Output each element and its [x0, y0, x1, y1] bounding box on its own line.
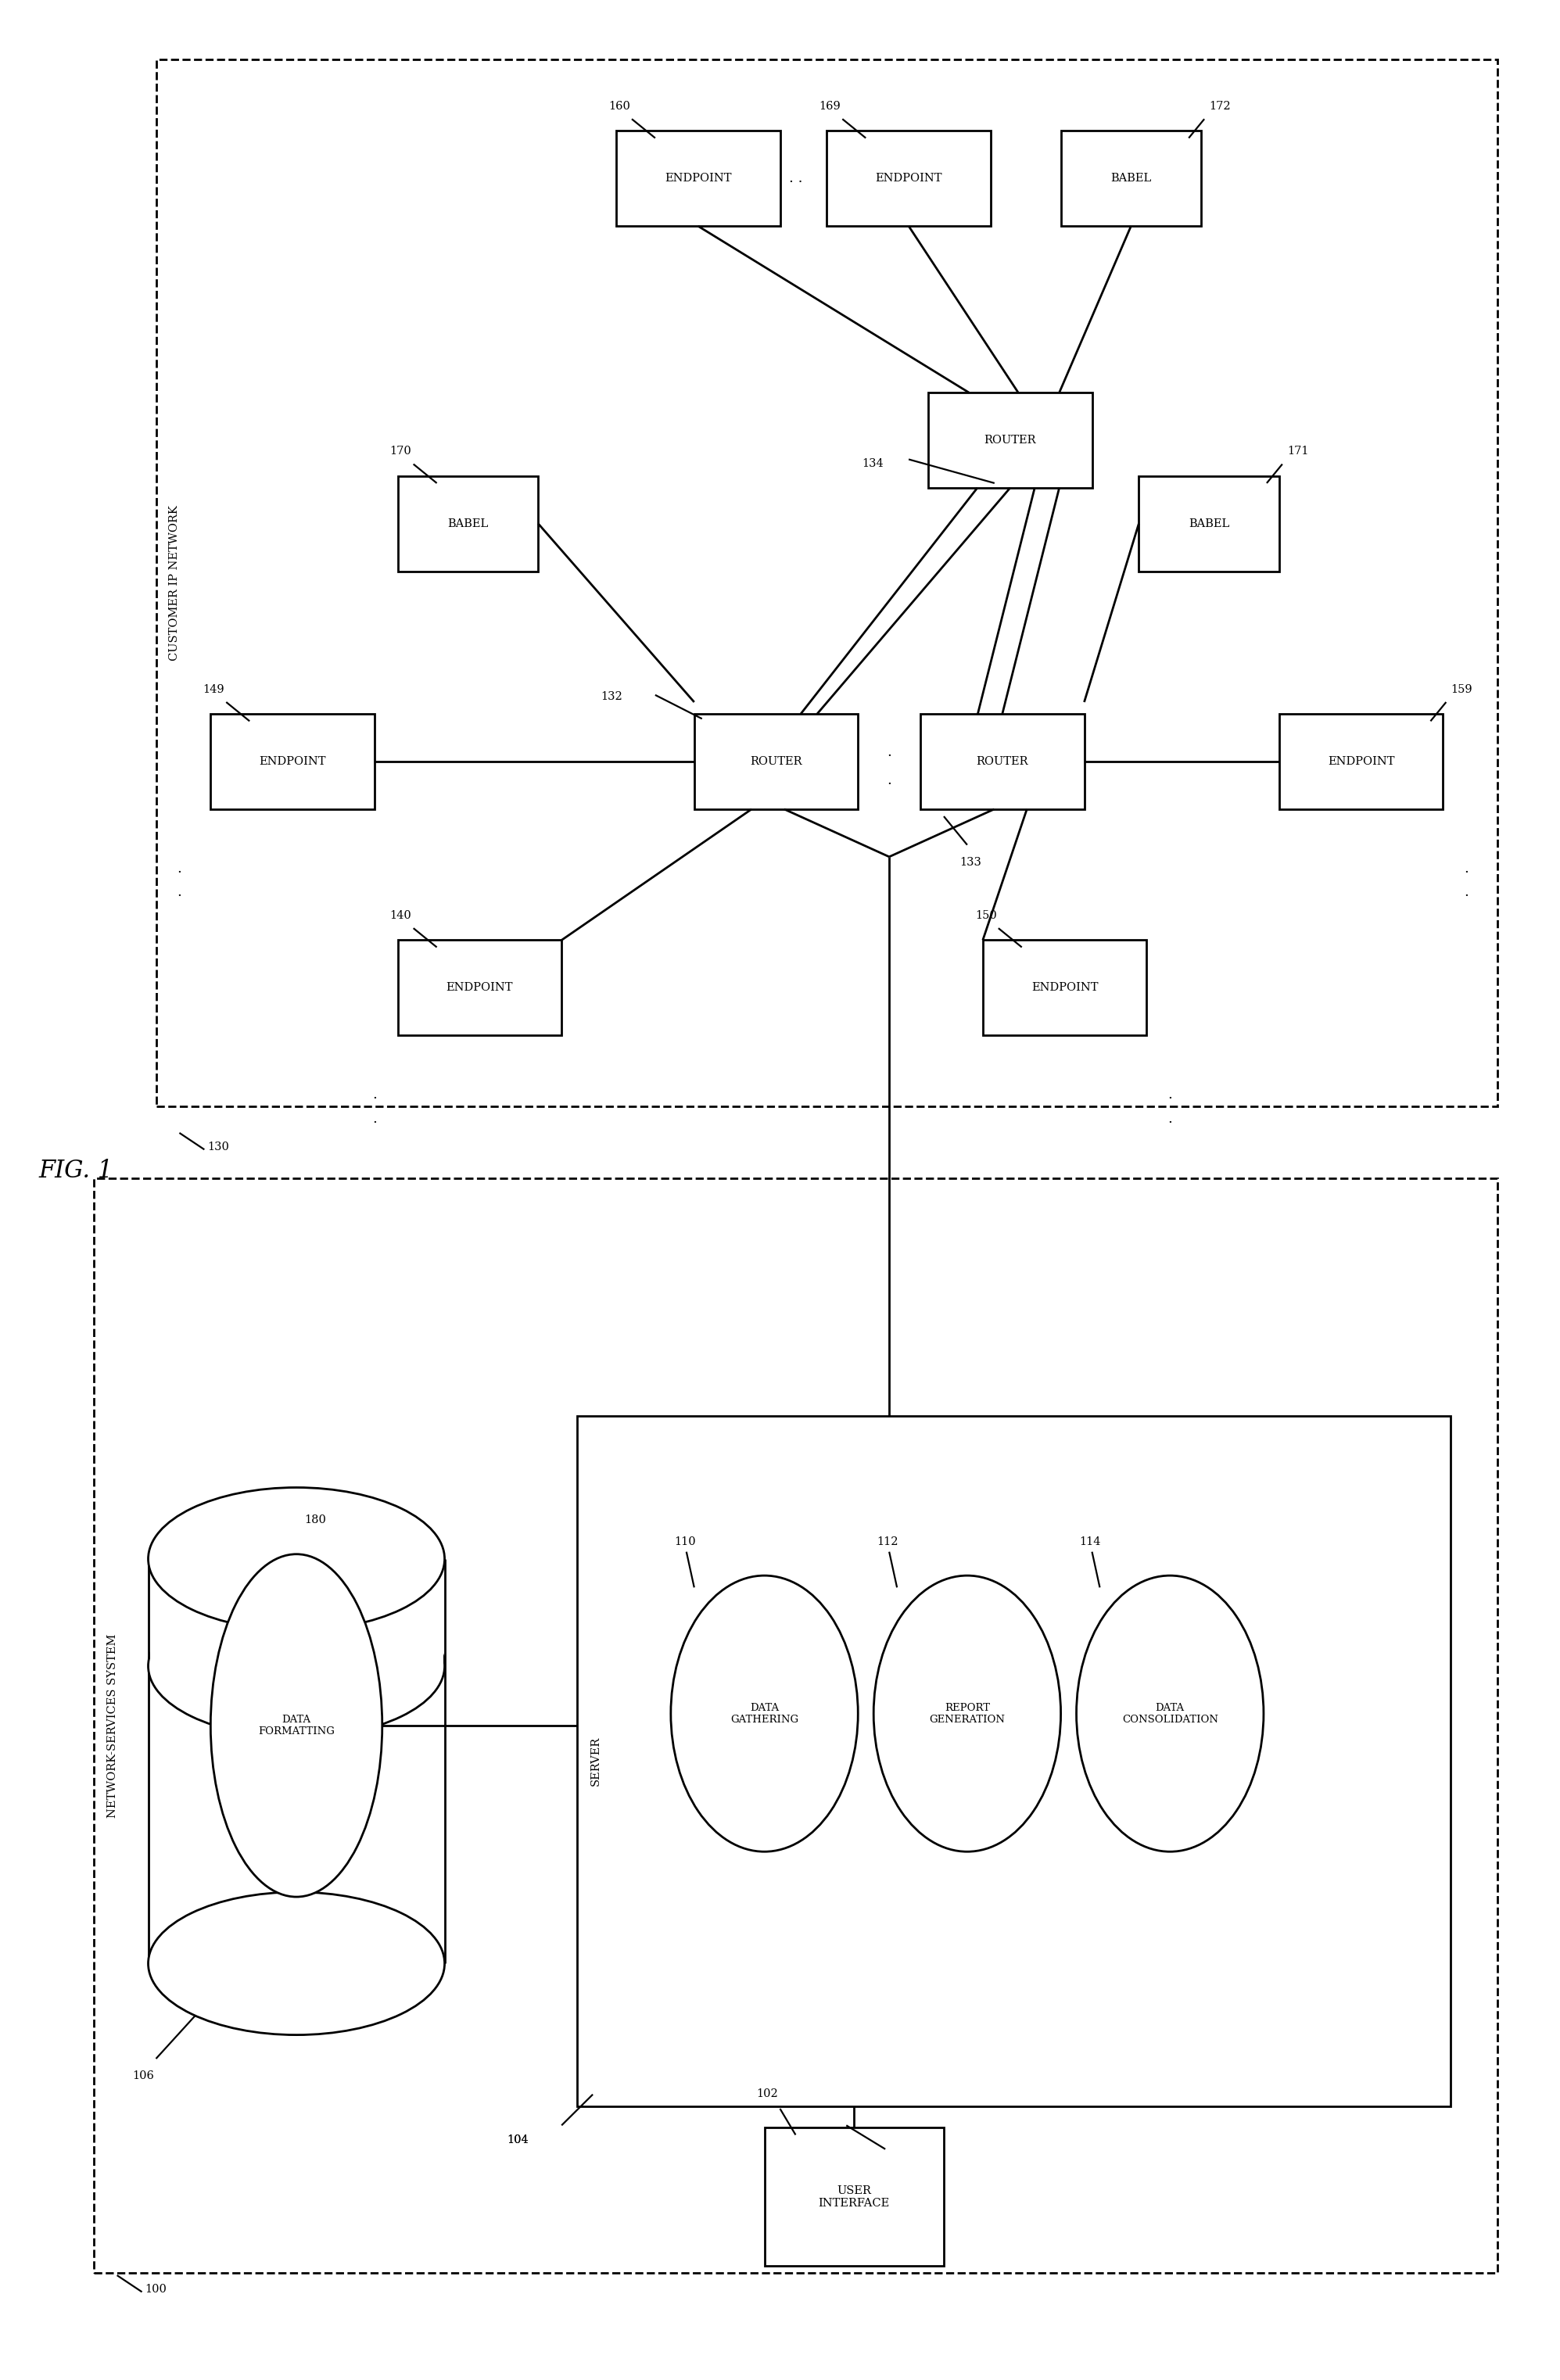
Text: ENDPOINT: ENDPOINT — [446, 983, 513, 992]
Text: ROUTER: ROUTER — [977, 757, 1028, 766]
Text: NETWORK-SERVICES SYSTEM: NETWORK-SERVICES SYSTEM — [106, 1633, 119, 1818]
FancyBboxPatch shape — [211, 714, 374, 809]
Text: 134: 134 — [861, 457, 883, 469]
Ellipse shape — [148, 1892, 445, 2035]
Text: .: . — [373, 1111, 376, 1126]
Text: .: . — [888, 745, 891, 759]
Text: ENDPOINT: ENDPOINT — [1031, 983, 1098, 992]
Text: CUSTOMER IP NETWORK: CUSTOMER IP NETWORK — [168, 505, 181, 662]
Text: .: . — [1168, 1111, 1172, 1126]
Text: 133: 133 — [959, 857, 981, 869]
Ellipse shape — [874, 1576, 1061, 1852]
FancyBboxPatch shape — [1139, 476, 1279, 571]
Text: .: . — [1465, 885, 1468, 900]
Text: 159: 159 — [1451, 683, 1473, 695]
Text: 106: 106 — [133, 2071, 154, 2082]
Text: DATA
FORMATTING: DATA FORMATTING — [257, 1714, 335, 1737]
Text: 132: 132 — [601, 690, 622, 702]
Text: USER
INTERFACE: USER INTERFACE — [819, 2185, 889, 2209]
Text: DATABASE: DATABASE — [264, 1852, 329, 1864]
Text: .: . — [178, 862, 181, 876]
FancyBboxPatch shape — [764, 2128, 944, 2266]
Text: 130: 130 — [207, 1142, 229, 1152]
FancyBboxPatch shape — [94, 1178, 1498, 2273]
Text: 169: 169 — [819, 100, 841, 112]
FancyBboxPatch shape — [398, 940, 562, 1035]
Text: 100: 100 — [145, 2285, 167, 2294]
Text: .: . — [373, 1088, 376, 1102]
Text: REPORT
GENERATION: REPORT GENERATION — [930, 1702, 1005, 1726]
Text: BABEL: BABEL — [1111, 174, 1151, 183]
FancyBboxPatch shape — [1061, 131, 1201, 226]
Text: SERVER: SERVER — [590, 1737, 602, 1785]
FancyBboxPatch shape — [1279, 714, 1443, 809]
Text: DATA
CONSOLIDATION: DATA CONSOLIDATION — [1122, 1702, 1218, 1726]
FancyBboxPatch shape — [577, 1416, 1451, 2106]
Text: .: . — [1168, 1088, 1172, 1102]
Text: 110: 110 — [674, 1535, 696, 1547]
Text: 140: 140 — [390, 909, 412, 921]
Text: 104: 104 — [507, 2135, 529, 2147]
Text: 170: 170 — [390, 445, 412, 457]
Text: ENDPOINT: ENDPOINT — [665, 174, 732, 183]
Text: BABEL: BABEL — [1189, 519, 1229, 528]
FancyBboxPatch shape — [398, 476, 538, 571]
Text: 149: 149 — [203, 683, 225, 695]
Ellipse shape — [148, 1595, 445, 1737]
FancyBboxPatch shape — [928, 393, 1092, 488]
Ellipse shape — [211, 1554, 382, 1897]
FancyBboxPatch shape — [616, 131, 780, 226]
Text: 114: 114 — [1080, 1535, 1101, 1547]
Ellipse shape — [148, 1488, 445, 1630]
Text: ROUTER: ROUTER — [750, 757, 802, 766]
Text: 171: 171 — [1287, 445, 1309, 457]
FancyBboxPatch shape — [156, 60, 1498, 1107]
Text: 102: 102 — [757, 2087, 778, 2099]
Text: 112: 112 — [877, 1535, 899, 1547]
Text: .: . — [178, 885, 181, 900]
Text: 104: 104 — [507, 2135, 529, 2147]
Text: BABEL: BABEL — [448, 519, 488, 528]
FancyBboxPatch shape — [920, 714, 1084, 809]
Text: ENDPOINT: ENDPOINT — [259, 757, 326, 766]
Text: .: . — [888, 774, 891, 788]
FancyBboxPatch shape — [827, 131, 991, 226]
Text: DATA
GATHERING: DATA GATHERING — [730, 1702, 799, 1726]
FancyBboxPatch shape — [150, 1523, 443, 1666]
Text: 150: 150 — [975, 909, 997, 921]
Text: ENDPOINT: ENDPOINT — [1328, 757, 1395, 766]
Text: ENDPOINT: ENDPOINT — [875, 174, 942, 183]
Text: 172: 172 — [1209, 100, 1231, 112]
FancyBboxPatch shape — [983, 940, 1147, 1035]
Text: 180: 180 — [304, 1514, 326, 1526]
Text: ROUTER: ROUTER — [984, 436, 1036, 445]
Ellipse shape — [671, 1576, 858, 1852]
FancyBboxPatch shape — [694, 714, 858, 809]
Text: .: . — [1465, 862, 1468, 876]
Text: 160: 160 — [608, 100, 630, 112]
Ellipse shape — [1076, 1576, 1264, 1852]
Text: FIG. 1: FIG. 1 — [39, 1159, 114, 1183]
Text: . .: . . — [789, 171, 802, 186]
